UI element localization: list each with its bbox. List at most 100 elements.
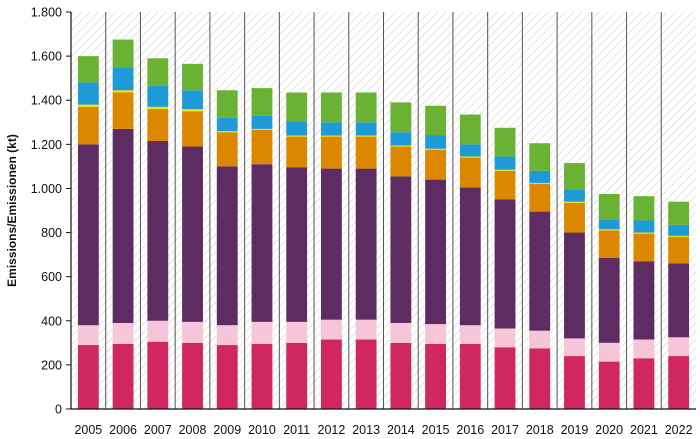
bar-segment-2016-s3 (459, 187, 481, 326)
bar-segment-2016-s5 (459, 156, 481, 158)
bar-segment-2010-s4 (251, 129, 273, 165)
bar-segment-2007-s1 (147, 341, 169, 409)
x-tick-label-2013: 2013 (352, 423, 380, 437)
x-tick-label-2009: 2009 (213, 423, 241, 437)
y-tick-label: 1.600 (31, 50, 62, 64)
bar-segment-2014-s3 (390, 176, 412, 323)
bar-segment-2012-s3 (321, 168, 342, 320)
bar-segment-2009-s5 (216, 131, 238, 133)
y-tick-label: 1.400 (31, 94, 62, 108)
bar-segment-2018-s6 (529, 170, 551, 183)
bar-segment-2016-s2 (459, 325, 481, 344)
bar-segment-2014-s6 (390, 132, 412, 146)
bar-segment-2005-s5 (77, 104, 99, 107)
bar-segment-2009-s6 (216, 117, 238, 132)
bar-segment-2008-s5 (182, 109, 203, 112)
bar-segment-2016-s7 (459, 114, 481, 145)
bar-segment-2015-s4 (425, 149, 446, 180)
bar-segment-2018-s7 (529, 143, 551, 171)
bar-segment-2006-s2 (112, 322, 134, 344)
category-dividers (105, 12, 662, 409)
x-tick-label-2010: 2010 (248, 423, 276, 437)
bar-segment-2018-s4 (529, 184, 551, 212)
bar-segment-2013-s4 (355, 136, 377, 169)
x-tick-label-2008: 2008 (179, 423, 207, 437)
bar-segment-2015-s2 (425, 324, 446, 344)
y-tick-label: 800 (41, 226, 62, 240)
y-tick-label: 0 (55, 403, 62, 417)
bar-segment-2017-s1 (494, 347, 516, 409)
y-axis-title: Emissions/Emissionen (kt) (5, 134, 19, 287)
bar-segment-2007-s7 (147, 58, 169, 86)
bar-stacks (77, 39, 690, 409)
bar-segment-2021-s1 (633, 358, 655, 409)
x-tick-label-2015: 2015 (422, 423, 450, 437)
bar-segment-2009-s7 (216, 90, 238, 118)
bar-segment-2014-s2 (390, 322, 412, 343)
bar-segment-2018-s3 (529, 211, 551, 331)
bar-segment-2006-s6 (112, 67, 134, 91)
bar-segment-2005-s1 (77, 345, 99, 409)
bar-segment-2009-s1 (216, 345, 238, 409)
bar-segment-2013-s2 (355, 319, 377, 340)
bar-segment-2012-s6 (321, 122, 342, 136)
bar-segment-2020-s1 (598, 361, 620, 409)
bar-segment-2022-s2 (668, 337, 690, 357)
bar-segment-2018-s1 (529, 348, 551, 409)
x-tick-label-2016: 2016 (456, 423, 484, 437)
x-tick-label-2012: 2012 (318, 423, 346, 437)
bar-segment-2010-s2 (251, 321, 273, 344)
bar-segment-2008-s2 (182, 321, 203, 343)
bar-segment-2021-s4 (633, 233, 655, 262)
bar-segment-2019-s1 (564, 356, 585, 409)
bar-segment-2011-s5 (286, 135, 308, 137)
y-tick-label: 600 (41, 270, 62, 284)
bar-segment-2012-s7 (321, 92, 342, 123)
bar-segment-2020-s3 (598, 257, 620, 343)
bar-segment-2020-s6 (598, 219, 620, 230)
bar-segment-2013-s1 (355, 339, 377, 409)
bar-segment-2017-s5 (494, 169, 516, 171)
x-tick-label-2018: 2018 (526, 423, 554, 437)
bar-segment-2005-s2 (77, 325, 99, 346)
bar-segment-2014-s5 (390, 145, 412, 147)
bar-segment-2016-s4 (459, 157, 481, 188)
bar-segment-2011-s4 (286, 136, 308, 168)
bar-segment-2017-s7 (494, 127, 516, 157)
bar-segment-2010-s1 (251, 343, 273, 409)
y-tick-label: 400 (41, 314, 62, 328)
bar-segment-2017-s4 (494, 170, 516, 200)
x-tick-label-2022: 2022 (665, 423, 693, 437)
bar-segment-2019-s5 (564, 201, 585, 203)
x-tick-label-2021: 2021 (630, 423, 658, 437)
bar-segment-2007-s5 (147, 106, 169, 110)
bar-segment-2014-s7 (390, 102, 412, 133)
bar-segment-2013-s6 (355, 122, 377, 136)
bar-segment-2019-s6 (564, 189, 585, 202)
bar-segment-2006-s5 (112, 90, 134, 93)
bar-segment-2013-s7 (355, 92, 377, 123)
bar-segment-2022-s1 (668, 356, 690, 409)
bar-segment-2019-s4 (564, 202, 585, 233)
bar-segment-2008-s1 (182, 342, 203, 409)
bar-segment-2007-s2 (147, 320, 169, 342)
bar-segment-2014-s1 (390, 342, 412, 409)
y-tick-label: 1.200 (31, 138, 62, 152)
x-tick-label-2006: 2006 (109, 423, 137, 437)
bar-segment-2011-s7 (286, 92, 308, 122)
y-tick-label: 1.000 (31, 182, 62, 196)
bar-segment-2016-s1 (459, 343, 481, 409)
bar-segment-2012-s5 (321, 135, 342, 137)
x-tick-label-2017: 2017 (491, 423, 519, 437)
bar-segment-2022-s3 (668, 263, 690, 338)
bar-segment-2009-s4 (216, 132, 238, 167)
bar-segment-2011-s1 (286, 342, 308, 409)
bar-segment-2006-s4 (112, 92, 134, 129)
bar-segment-2020-s7 (598, 193, 620, 220)
y-axis: 0 200 400 600 800 1.000 1.200 1.400 1.600 1.800 (31, 6, 72, 417)
bar-segment-2018-s5 (529, 182, 551, 185)
y-tick-label: 1.800 (31, 6, 62, 20)
bar-segment-2005-s6 (77, 82, 99, 105)
bar-segment-2007-s4 (147, 109, 169, 142)
bar-segment-2010-s7 (251, 88, 273, 116)
